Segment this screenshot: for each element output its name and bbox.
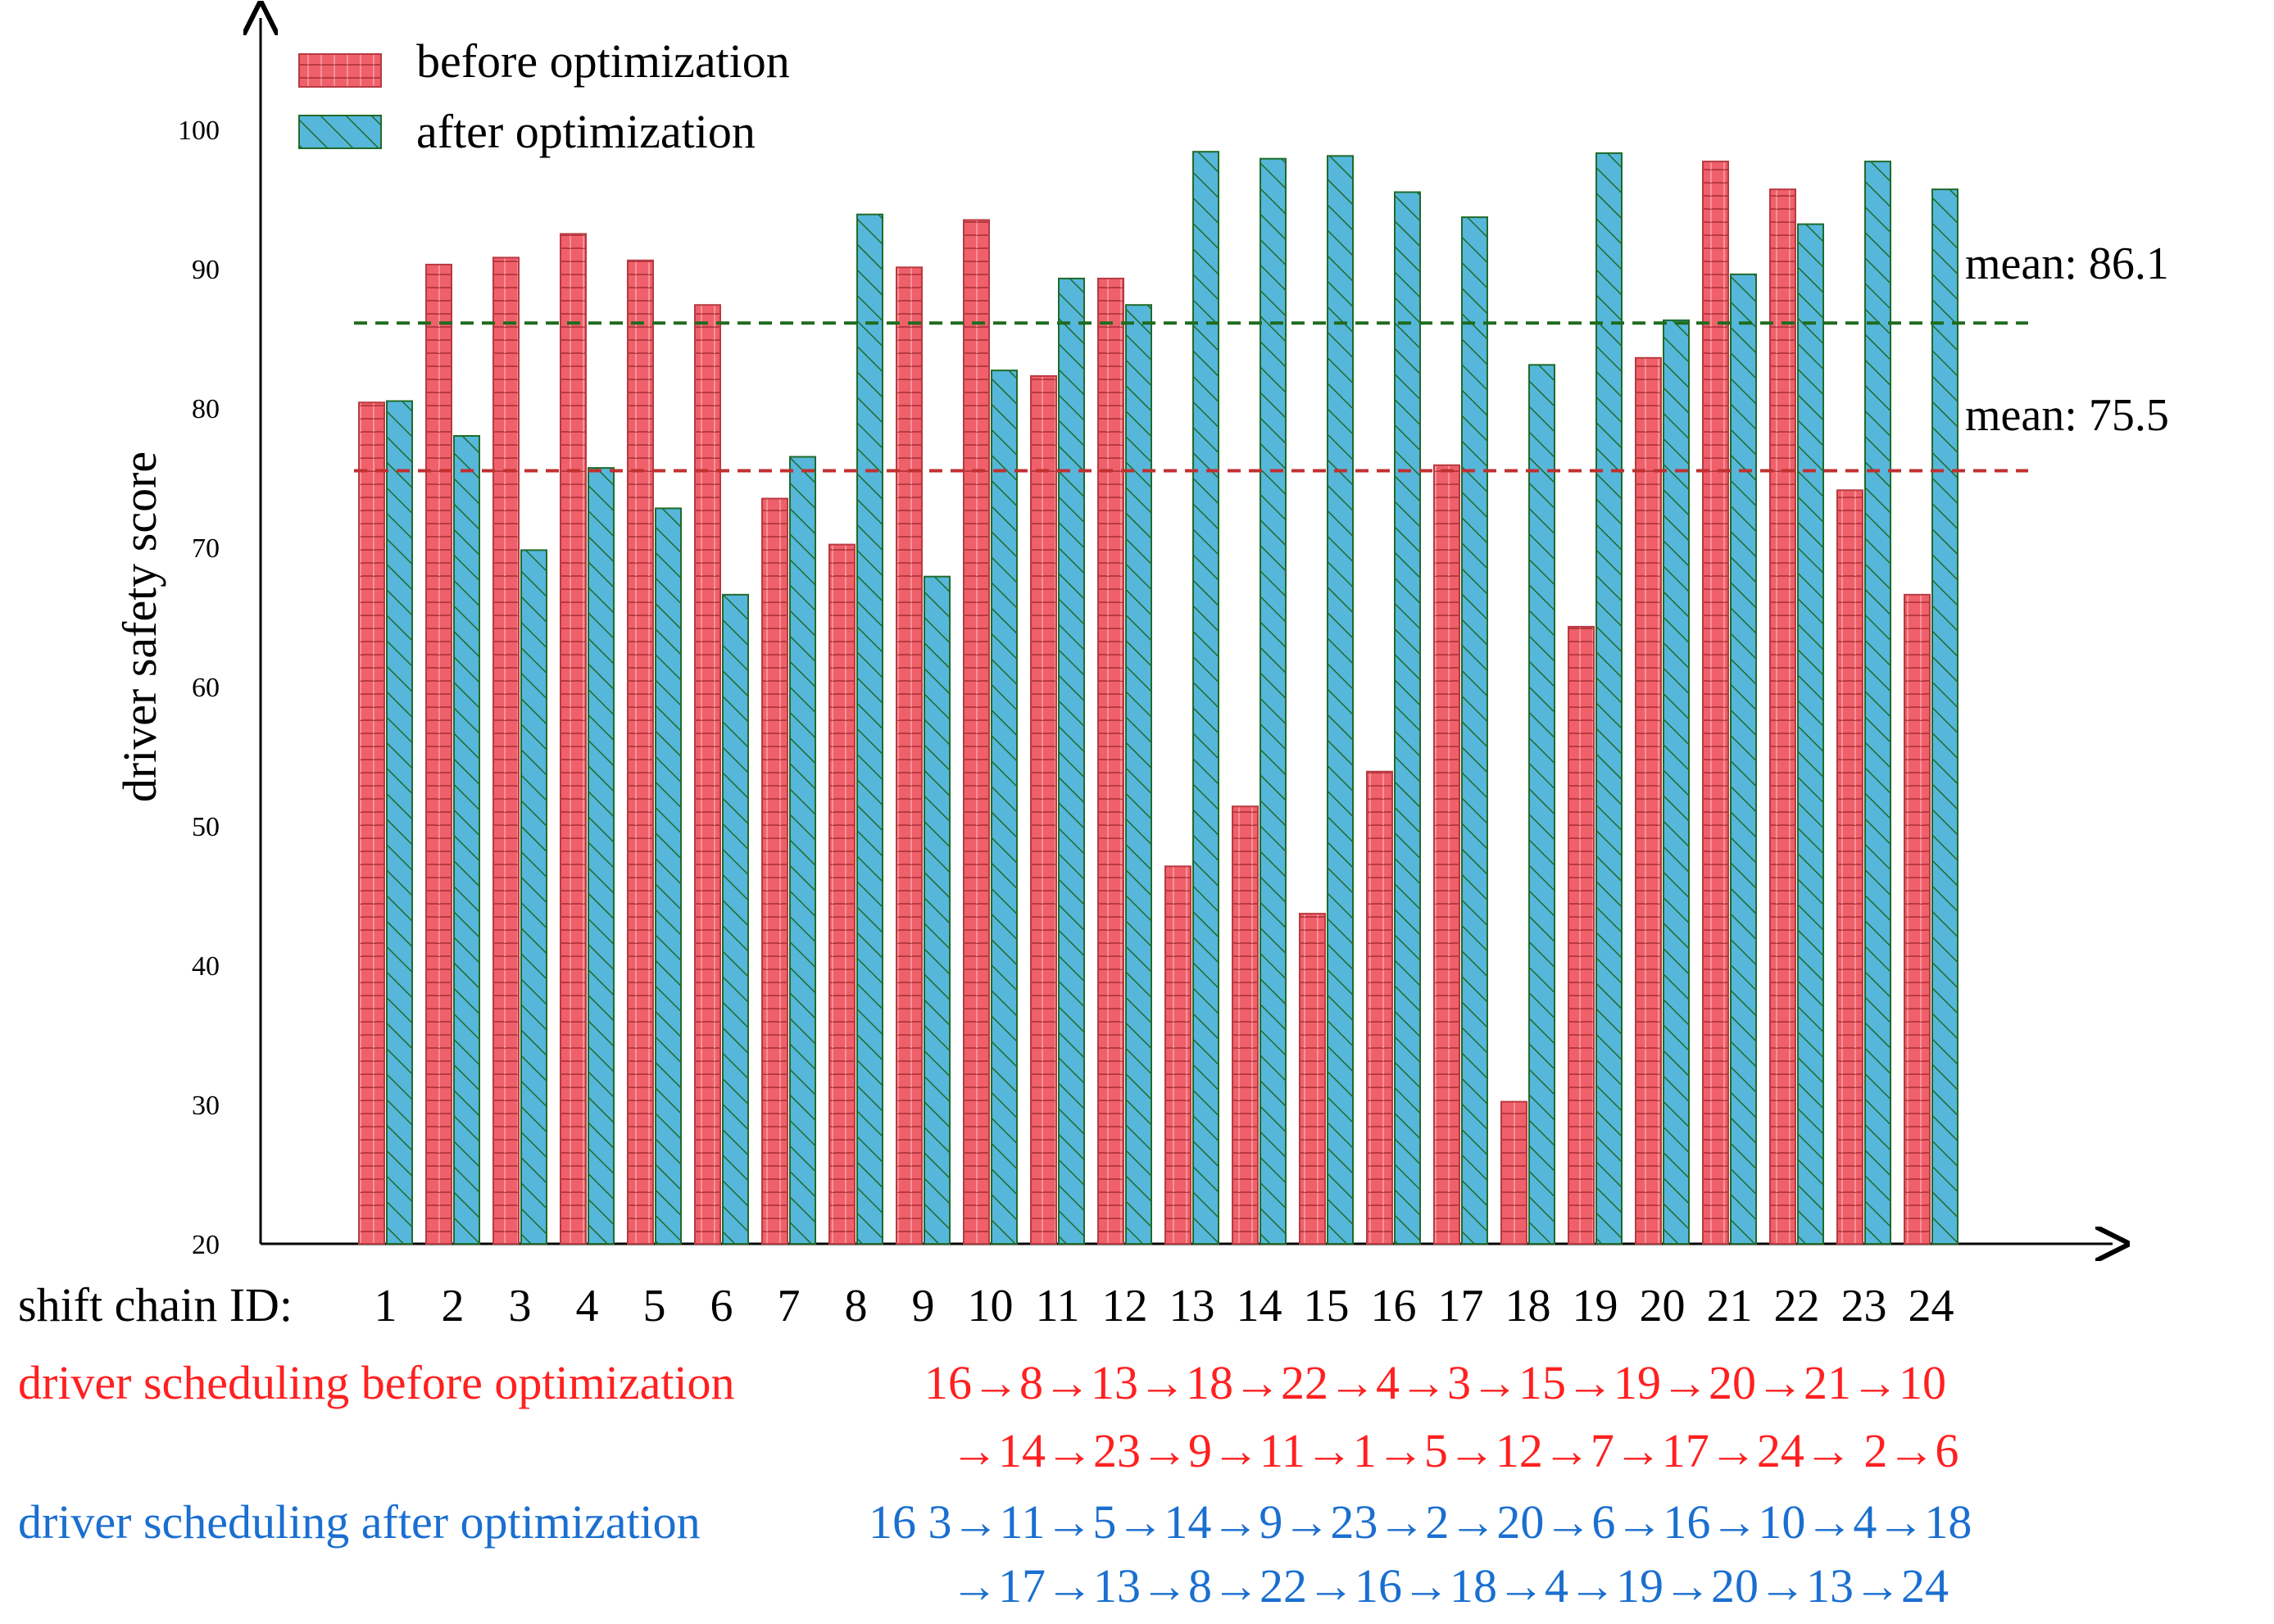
y-tick-label: 60 xyxy=(192,673,220,703)
bar-before-10 xyxy=(963,219,990,1245)
bar-before-4 xyxy=(560,233,587,1245)
bar-before-13 xyxy=(1164,865,1191,1245)
bar-before-8 xyxy=(828,543,856,1245)
x-tick-label: 9 xyxy=(912,1281,935,1331)
bar-after-21 xyxy=(1730,273,1757,1245)
bar-after-5 xyxy=(655,507,682,1245)
bar-after-6 xyxy=(722,593,749,1245)
legend-label-before: before optimization xyxy=(416,34,790,88)
y-tick-label: 80 xyxy=(192,394,220,424)
x-tick-label: 18 xyxy=(1505,1281,1551,1331)
legend-swatch-after xyxy=(298,115,382,149)
bar-after-9 xyxy=(924,575,951,1245)
x-tick-label: 24 xyxy=(1909,1281,1954,1331)
x-tick-label: 1 xyxy=(374,1281,397,1331)
bar-after-16 xyxy=(1394,191,1421,1245)
y-tick-label: 70 xyxy=(192,533,220,564)
bar-before-19 xyxy=(1568,625,1595,1245)
x-tick-label: 2 xyxy=(442,1281,465,1331)
x-tick-label: 3 xyxy=(509,1281,532,1331)
bar-after-13 xyxy=(1192,151,1219,1245)
bar-after-14 xyxy=(1260,157,1287,1245)
bar-before-17 xyxy=(1433,464,1460,1245)
bar-before-23 xyxy=(1836,489,1863,1245)
x-tick-label: 8 xyxy=(845,1281,868,1331)
x-axis-label: shift chain ID: xyxy=(18,1278,293,1331)
x-tick-label: 10 xyxy=(968,1281,1014,1331)
bar-after-12 xyxy=(1125,304,1152,1245)
y-tick-label: 20 xyxy=(192,1230,220,1260)
legend-label-after: after optimization xyxy=(416,105,756,158)
bar-before-12 xyxy=(1097,277,1124,1245)
mean-label-after: mean: 86.1 xyxy=(1965,238,2169,289)
y-tick-label: 30 xyxy=(192,1091,220,1121)
x-tick-label: 12 xyxy=(1102,1281,1148,1331)
x-tick-label: 21 xyxy=(1707,1281,1753,1331)
x-tick-label: 17 xyxy=(1438,1281,1484,1331)
x-tick-label: 11 xyxy=(1036,1281,1080,1331)
x-tick-label: 7 xyxy=(778,1281,801,1331)
bar-after-1 xyxy=(386,400,413,1245)
x-tick-label: 6 xyxy=(710,1281,733,1331)
x-tick-label: 15 xyxy=(1304,1281,1350,1331)
bar-before-6 xyxy=(694,304,721,1245)
bar-before-22 xyxy=(1769,188,1796,1245)
bar-after-3 xyxy=(520,549,547,1245)
x-tick-label: 20 xyxy=(1640,1281,1686,1331)
bar-before-5 xyxy=(627,259,654,1245)
x-tick-label: 16 xyxy=(1371,1281,1417,1331)
y-tick-label: 40 xyxy=(192,951,220,982)
x-tick-label: 22 xyxy=(1774,1281,1820,1331)
bar-before-24 xyxy=(1904,593,1931,1245)
bar-after-18 xyxy=(1528,364,1555,1245)
x-tick-label: 5 xyxy=(643,1281,666,1331)
bar-before-11 xyxy=(1030,374,1057,1245)
y-axis-label: driver safety score xyxy=(113,451,166,802)
bar-before-15 xyxy=(1299,913,1326,1245)
x-tick-label: 13 xyxy=(1169,1281,1215,1331)
bar-after-7 xyxy=(789,456,816,1245)
mean-label-before: mean: 75.5 xyxy=(1965,390,2169,441)
y-tick-label: 100 xyxy=(178,116,220,146)
bar-after-15 xyxy=(1327,155,1354,1245)
schedule-before-label: driver scheduling before optimization xyxy=(18,1356,735,1409)
bar-after-2 xyxy=(453,435,480,1245)
bar-before-9 xyxy=(896,266,923,1245)
schedule-before-line2: →14→23→9→11→1→5→12→7→17→24→ 2→6 xyxy=(951,1424,1959,1477)
bar-after-4 xyxy=(588,467,615,1245)
bar-before-16 xyxy=(1366,770,1393,1245)
bar-after-10 xyxy=(991,370,1018,1245)
x-tick-label: 23 xyxy=(1841,1281,1887,1331)
legend-swatch-before xyxy=(298,53,382,88)
y-tick-label: 50 xyxy=(192,812,220,842)
bar-before-14 xyxy=(1232,805,1259,1245)
bar-before-7 xyxy=(761,497,788,1245)
schedule-after-line2: →17→13→8→22→16→18→4→19→20→13→24 xyxy=(951,1559,1949,1613)
schedule-after-label: driver scheduling after optimization xyxy=(18,1495,701,1549)
bar-after-11 xyxy=(1058,277,1085,1245)
x-tick-label: 14 xyxy=(1237,1281,1282,1331)
bar-before-21 xyxy=(1702,161,1729,1245)
bar-before-1 xyxy=(358,401,385,1245)
bar-before-3 xyxy=(492,256,520,1245)
bar-after-19 xyxy=(1595,152,1623,1245)
schedule-after-line1: 16 3→11→5→14→9→23→2→20→6→16→10→4→18 xyxy=(869,1495,1972,1549)
bar-before-20 xyxy=(1635,356,1662,1245)
legend: before optimization after optimization xyxy=(298,34,790,158)
bar-after-24 xyxy=(1931,188,1959,1245)
bar-after-17 xyxy=(1461,216,1488,1245)
bar-after-20 xyxy=(1663,319,1690,1245)
bar-after-8 xyxy=(856,213,883,1245)
bar-after-22 xyxy=(1797,223,1824,1245)
bar-after-23 xyxy=(1864,161,1891,1245)
x-tick-label: 4 xyxy=(576,1281,599,1331)
bar-before-2 xyxy=(425,263,452,1245)
x-tick-label: 19 xyxy=(1573,1281,1618,1331)
y-tick-label: 90 xyxy=(192,255,220,285)
bar-before-18 xyxy=(1500,1100,1527,1245)
schedule-before-line1: 16→8→13→18→22→4→3→15→19→20→21→10 xyxy=(924,1356,1946,1409)
